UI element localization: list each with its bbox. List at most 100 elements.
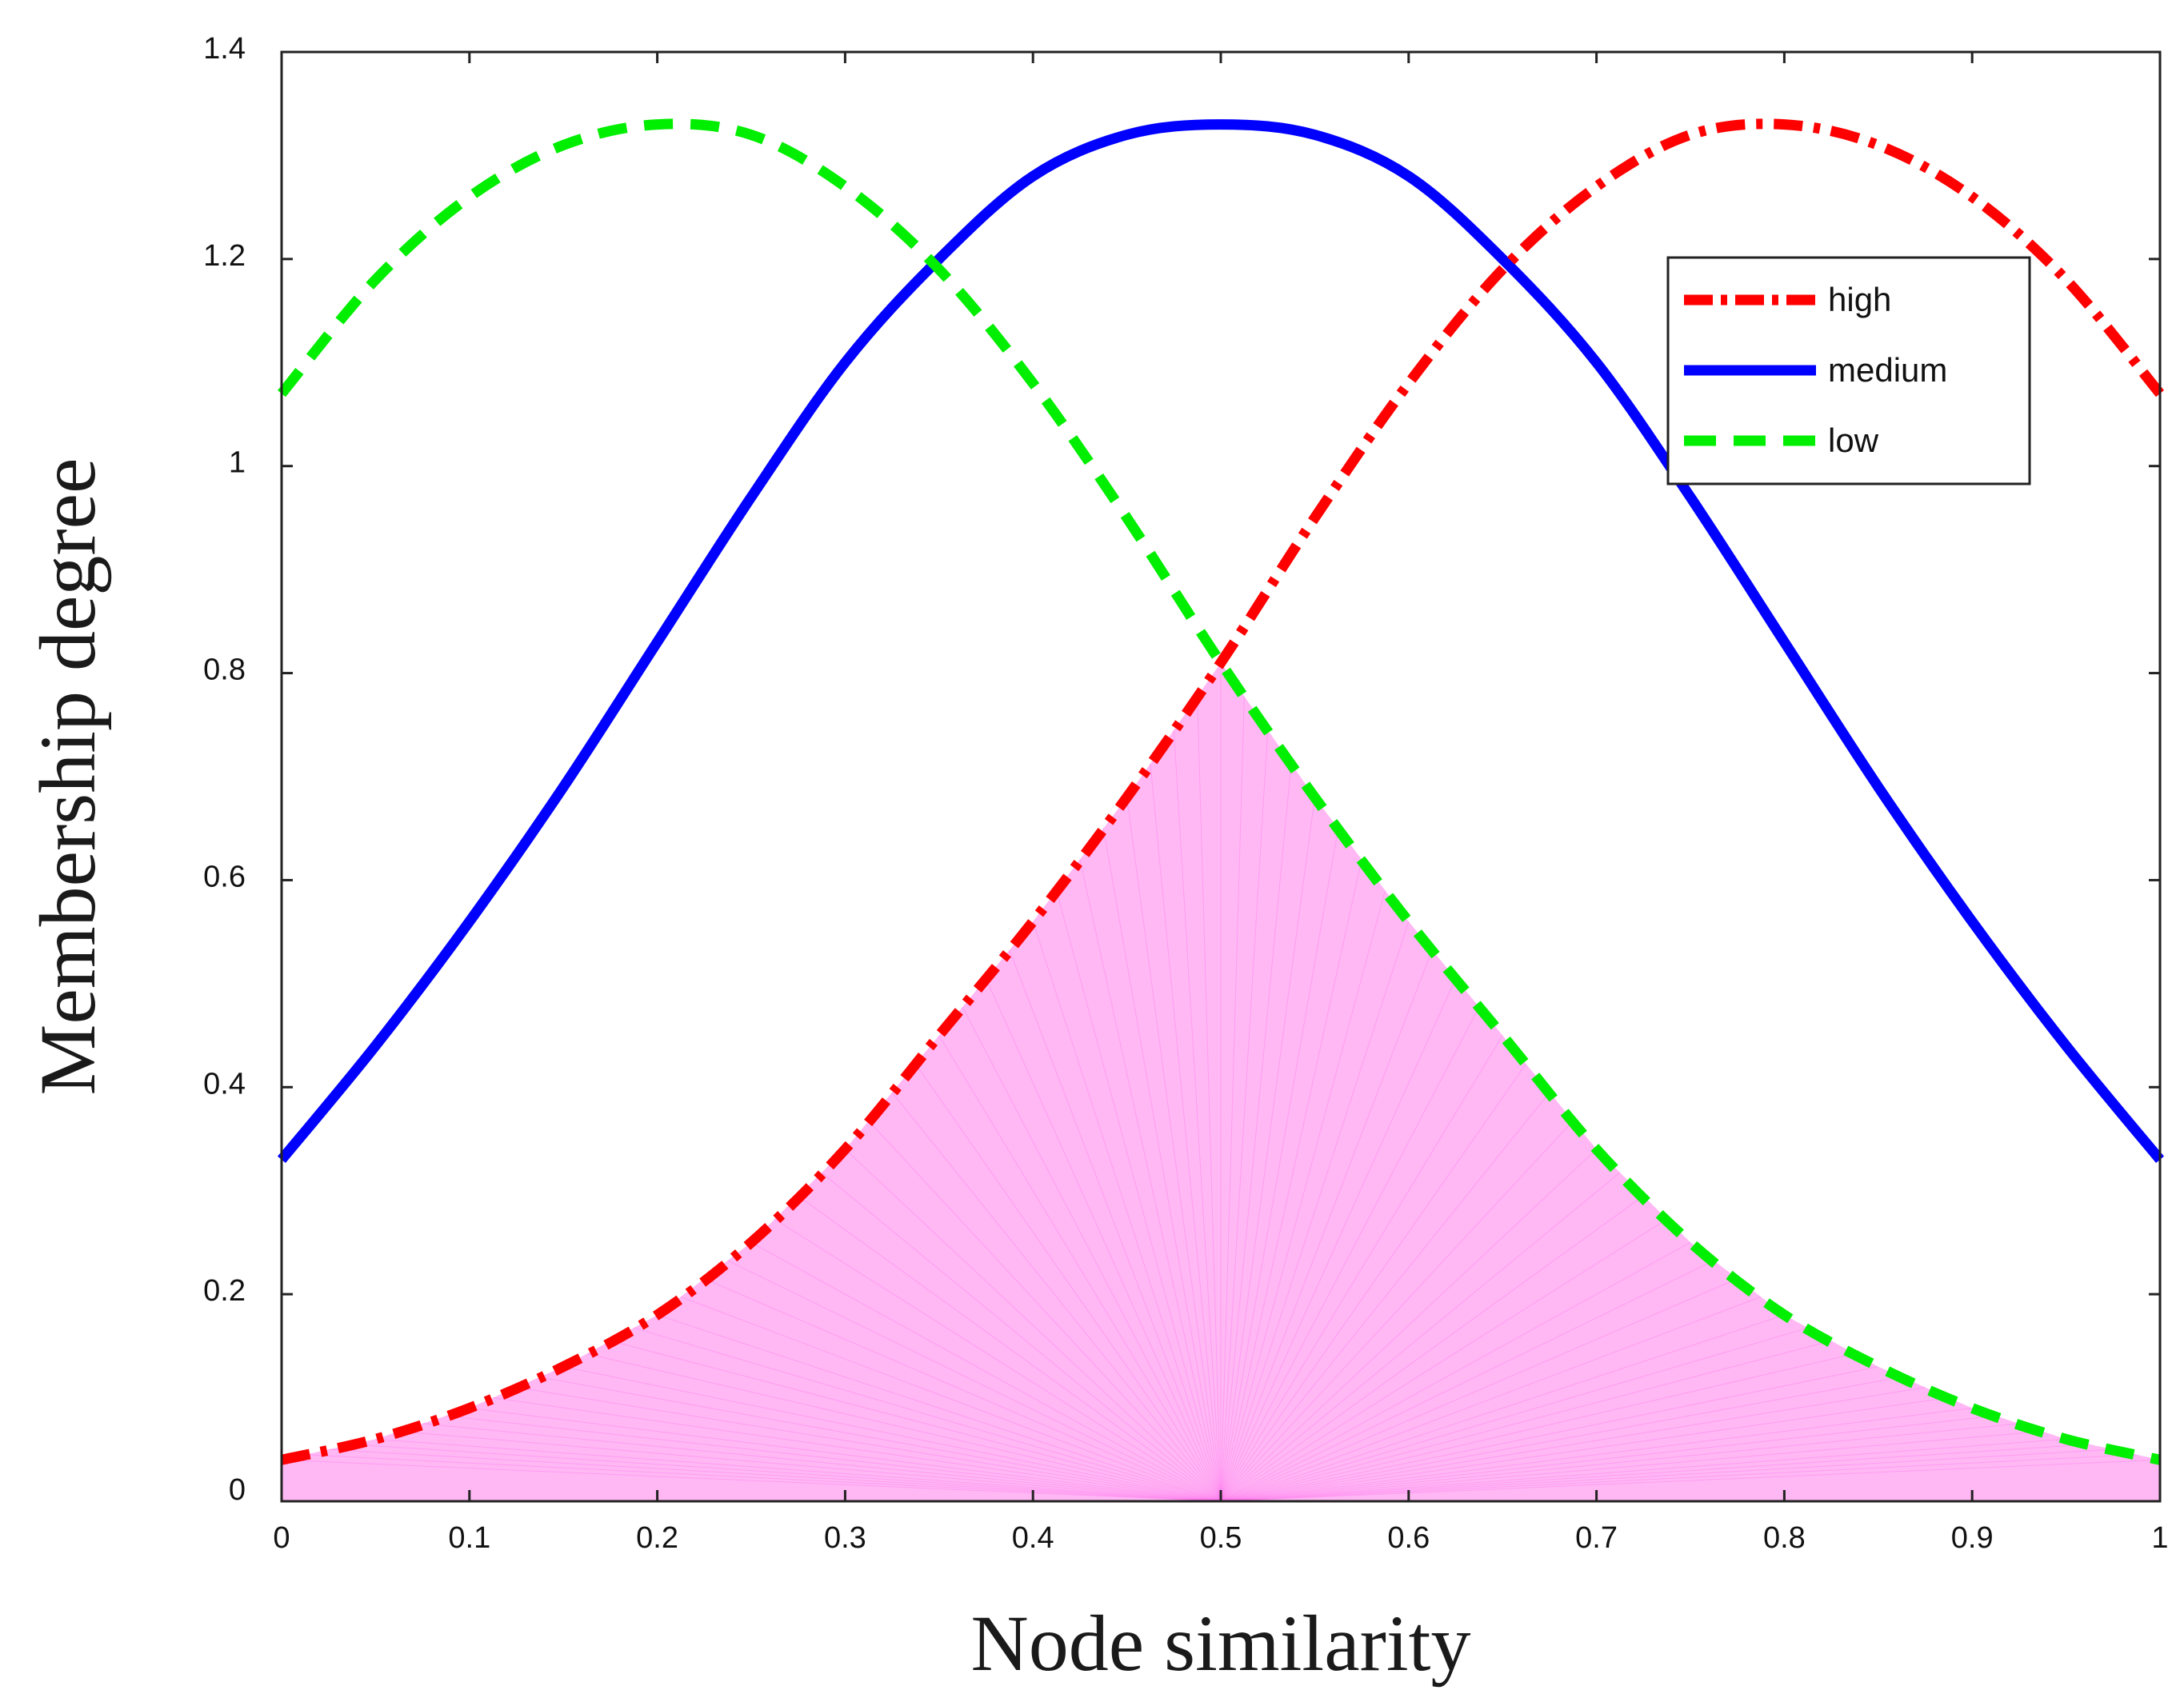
hatch-line <box>1220 1063 1526 1502</box>
hatch-line <box>1126 797 1222 1502</box>
hatch-line <box>891 1092 1222 1502</box>
y-tick-label: 0 <box>229 1473 246 1507</box>
hatch-line <box>1173 729 1222 1502</box>
hatch-line <box>1220 1387 1926 1502</box>
hatch-line <box>1220 1278 1738 1502</box>
hatch-line <box>727 1260 1222 1502</box>
hatch-line <box>704 1278 1222 1502</box>
shaded-hatch <box>281 662 2161 1502</box>
hatch-line <box>634 1327 1222 1502</box>
hatch-line <box>938 1035 1222 1502</box>
hatch-line <box>986 978 1222 1502</box>
hatch-line <box>774 1218 1222 1502</box>
hatch-line <box>1220 1454 2137 1502</box>
hatch-line <box>1220 1149 1597 1502</box>
hatch-line <box>1220 763 1292 1502</box>
x-tick-label: 0.9 <box>1951 1521 1994 1555</box>
hatch-line <box>493 1397 1222 1502</box>
hatch-line <box>657 1314 1222 1502</box>
y-tick-label: 1 <box>229 446 246 480</box>
hatch-line <box>446 1415 1222 1502</box>
hatch-line <box>610 1340 1222 1502</box>
legend-label-medium: medium <box>1828 351 1947 389</box>
hatch-line <box>1220 1260 1714 1502</box>
hatch-line <box>1220 890 1386 1502</box>
x-tick-label: 0.1 <box>448 1521 490 1555</box>
hatch-line <box>1220 1092 1550 1502</box>
shaded-area <box>281 662 2161 1502</box>
x-tick-label: 0.5 <box>1200 1521 1242 1555</box>
hatch-line <box>845 1149 1222 1502</box>
hatch-line <box>281 1459 1222 1502</box>
hatch-line <box>1032 921 1222 1502</box>
hatch-line <box>398 1431 1222 1502</box>
series-line-high <box>280 118 2165 1465</box>
series-lines <box>277 118 2165 1465</box>
hatch-line <box>516 1387 1222 1502</box>
hatch-line <box>1220 1415 1996 1502</box>
hatch-line <box>1220 1327 1808 1502</box>
hatch-line <box>305 1454 1222 1502</box>
hatch-line <box>539 1376 1222 1502</box>
shaded-region <box>282 662 2160 1501</box>
hatch-line <box>1220 1035 1503 1502</box>
hatch-line <box>1220 978 1456 1502</box>
hatch-line <box>1220 1218 1667 1502</box>
hatch-line <box>328 1448 1222 1502</box>
hatch-line <box>1220 1366 1878 1502</box>
x-tick-label: 0.4 <box>1012 1521 1054 1555</box>
legend-label-low: low <box>1828 422 1879 459</box>
hatch-line <box>1220 1353 1855 1502</box>
series-line-medium <box>277 119 2165 1164</box>
hatch-line <box>1220 729 1269 1502</box>
hatch-line <box>750 1241 1222 1502</box>
x-tick-label: 0 <box>273 1521 290 1555</box>
hatch-line <box>962 1006 1222 1502</box>
legend: high medium low <box>1666 256 2031 485</box>
hatch-line <box>1220 1241 1691 1502</box>
y-axis-title: Membership degree <box>23 458 112 1096</box>
hatch-line <box>915 1063 1222 1502</box>
hatch-line <box>1102 828 1222 1502</box>
hatch-line <box>469 1408 1222 1502</box>
y-tick-label: 0.2 <box>203 1274 246 1308</box>
hatch-line <box>1220 921 1410 1502</box>
hatch-line <box>1220 859 1362 1502</box>
x-tick-label: 0.3 <box>824 1521 866 1555</box>
hatch-line <box>422 1423 1222 1502</box>
x-tick-label: 0.2 <box>636 1521 678 1555</box>
hatch-line <box>1220 1444 2090 1502</box>
hatch-line <box>868 1121 1222 1502</box>
hatch-line <box>1220 949 1433 1502</box>
x-tick-label: 1 <box>2151 1521 2168 1555</box>
hatch-line <box>1197 696 1222 1502</box>
hatch-line <box>1079 859 1222 1502</box>
x-axis-title: Node similarity <box>971 1599 1471 1688</box>
hatch-line <box>375 1438 1222 1502</box>
hatch-line <box>1220 797 1315 1502</box>
x-tick-label: 0.8 <box>1763 1521 1806 1555</box>
hatch-line <box>1220 1376 1902 1502</box>
hatch-line <box>1220 1296 1762 1502</box>
hatch-line <box>563 1366 1222 1502</box>
hatch-line <box>1220 1408 1973 1502</box>
hatch-line <box>352 1444 1222 1502</box>
hatch-line <box>1220 1397 1949 1502</box>
hatch-line <box>1220 1006 1480 1502</box>
hatch-line <box>1150 763 1222 1502</box>
hatch-line <box>1220 696 1245 1502</box>
hatch-line <box>1220 1195 1644 1502</box>
y-tick-label: 1.4 <box>203 32 246 66</box>
hatch-line <box>680 1296 1222 1502</box>
hatch-line <box>1220 1431 2043 1502</box>
hatch-line <box>821 1172 1222 1502</box>
hatch-line <box>586 1353 1222 1502</box>
y-tick-label: 0.6 <box>203 860 246 893</box>
hatch-line <box>1009 949 1222 1502</box>
x-tick-label: 0.7 <box>1575 1521 1618 1555</box>
hatch-line <box>1220 1448 2114 1502</box>
hatch-line <box>798 1195 1222 1502</box>
hatch-line <box>1220 828 1339 1502</box>
hatch-line <box>1056 890 1222 1502</box>
